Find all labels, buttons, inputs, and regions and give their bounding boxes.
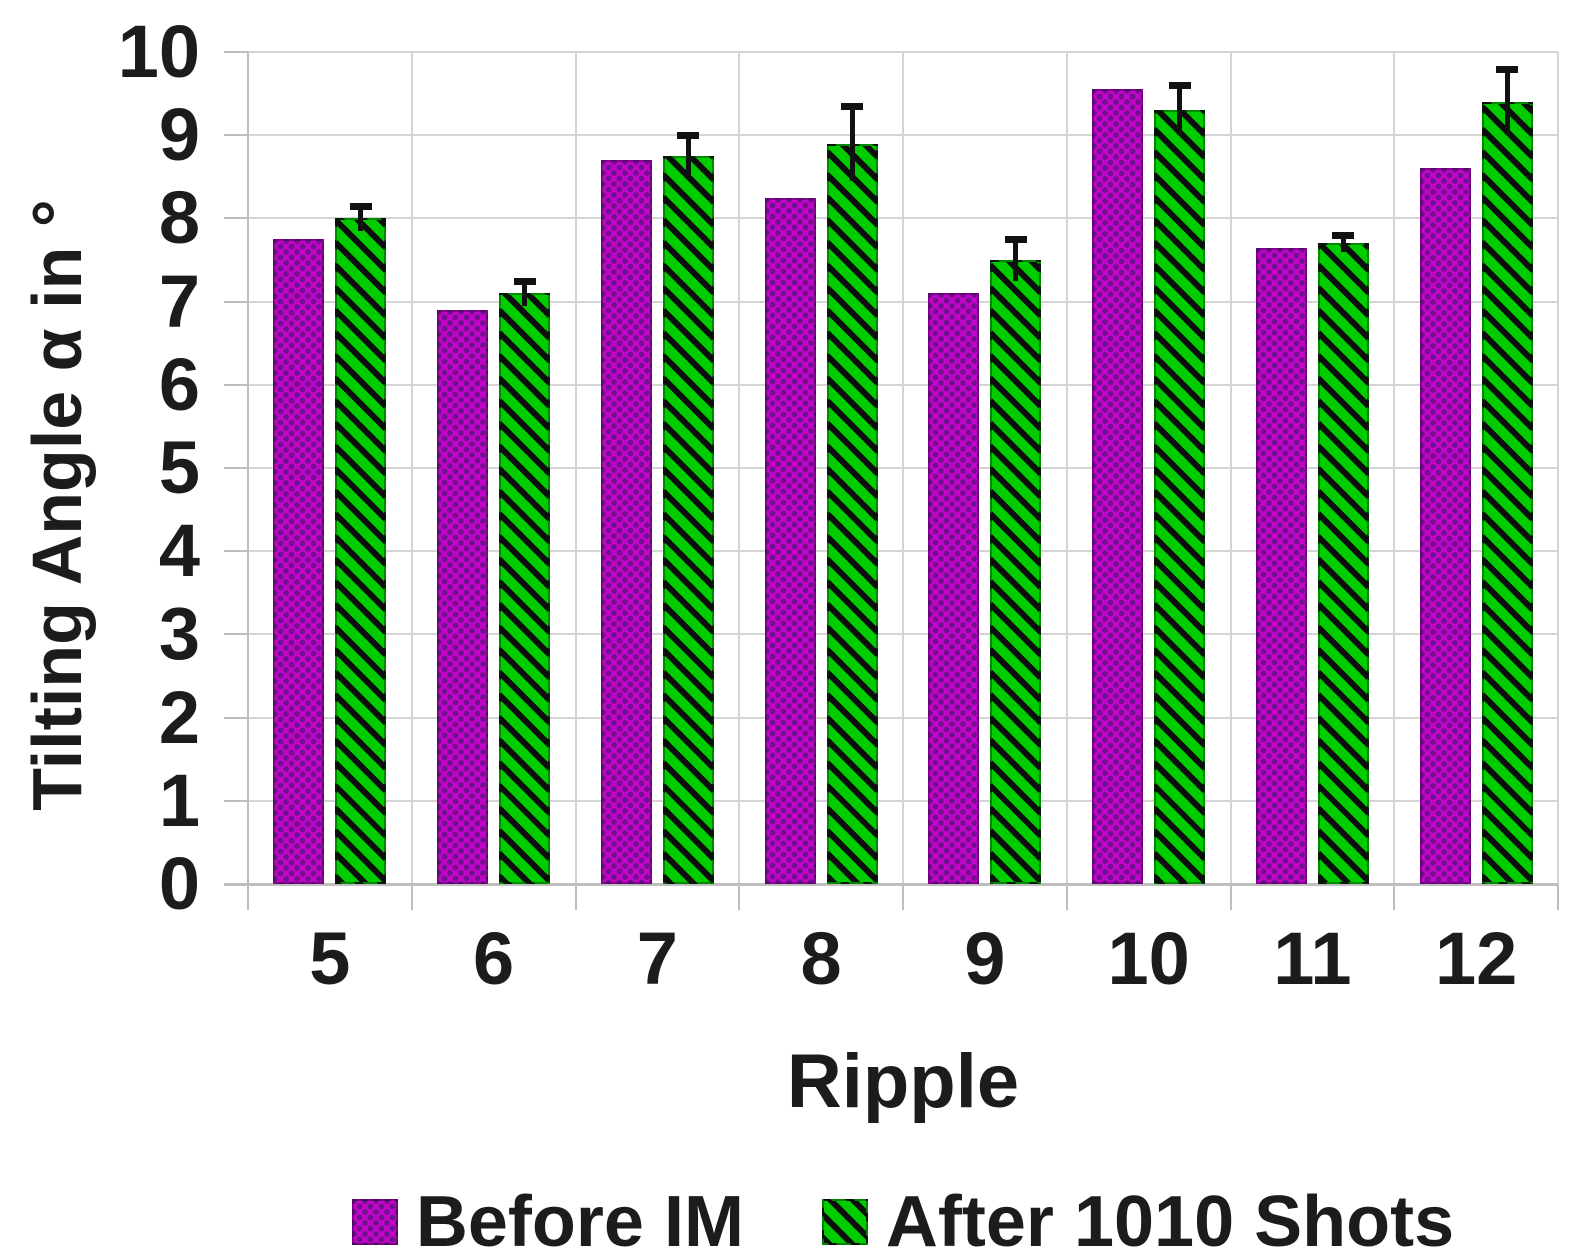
x-tick-label-12: 12 — [1434, 917, 1518, 1000]
x-tick-2 — [574, 884, 577, 910]
bar-after-7 — [662, 156, 714, 884]
bar-before-7 — [600, 160, 652, 884]
legend-label-after-shots: After 1010 Shots — [885, 1182, 1455, 1259]
y-axis-line — [247, 52, 249, 884]
y-axis-title: Tilting Angle α in ° — [18, 199, 96, 811]
x-tick-4 — [902, 884, 904, 910]
bar-before-10 — [1092, 89, 1144, 884]
bar-before-11 — [1255, 247, 1307, 884]
error-bar-9 — [1013, 239, 1019, 281]
bar-after-9 — [990, 260, 1042, 884]
bar-before-6 — [437, 309, 489, 884]
v-gridline-3 — [738, 52, 741, 884]
v-gridline-5 — [1065, 52, 1068, 884]
error-bar-cap-11 — [1332, 232, 1355, 240]
v-gridline-6 — [1229, 52, 1232, 884]
error-bar-7 — [685, 135, 691, 177]
bar-after-5 — [335, 218, 387, 884]
error-bar-12 — [1504, 68, 1510, 136]
bar-after-11 — [1317, 243, 1369, 884]
error-bar-cap-9 — [1004, 236, 1027, 244]
x-tick-7 — [1393, 884, 1396, 910]
bar-after-12 — [1481, 101, 1533, 884]
legend-swatch-after-shots — [821, 1199, 868, 1245]
error-bar-6 — [522, 280, 528, 306]
y-tick-3 — [224, 633, 248, 636]
bar-after-6 — [499, 293, 551, 884]
x-tick-6 — [1229, 884, 1232, 910]
legend-label-before-im: Before IM — [415, 1182, 744, 1259]
error-bar-8 — [849, 106, 855, 181]
x-tick-0 — [247, 884, 249, 910]
legend-item-after-shots: After 1010 Shots — [821, 1182, 1455, 1259]
x-tick-label-11: 11 — [1273, 917, 1352, 1000]
error-bar-cap-6 — [513, 277, 536, 285]
legend: Before IM After 1010 Shots — [248, 1186, 1558, 1258]
x-tick-label-5: 5 — [309, 917, 351, 1000]
bar-before-9 — [928, 293, 980, 884]
bar-before-12 — [1419, 168, 1471, 884]
x-axis-title: Ripple — [786, 1039, 1020, 1124]
v-gridline-2 — [574, 52, 577, 884]
error-bar-cap-7 — [677, 132, 700, 140]
x-tick-5 — [1065, 884, 1068, 910]
x-axis-line — [224, 883, 1558, 886]
x-tick-label-6: 6 — [473, 917, 515, 1000]
error-bar-11 — [1340, 235, 1346, 252]
y-tick-9 — [224, 134, 248, 137]
error-bar-cap-8 — [841, 103, 864, 111]
legend-item-before-im: Before IM — [351, 1182, 744, 1259]
x-tick-1 — [410, 884, 413, 910]
x-tick-8 — [1557, 884, 1559, 910]
x-tick-label-8: 8 — [800, 917, 842, 1000]
y-tick-10 — [224, 51, 248, 53]
v-gridline-7 — [1393, 52, 1396, 884]
error-bar-cap-12 — [1496, 65, 1519, 73]
bar-after-8 — [826, 143, 878, 884]
y-tick-5 — [224, 467, 248, 469]
bar-after-10 — [1154, 110, 1206, 884]
v-gridline-4 — [902, 52, 904, 884]
bar-before-5 — [273, 239, 325, 884]
y-tick-0 — [224, 883, 248, 885]
y-tick-2 — [224, 716, 248, 719]
v-gridline-8 — [1557, 52, 1559, 884]
y-tick-7 — [224, 300, 248, 303]
error-bar-10 — [1177, 85, 1183, 136]
x-tick-label-7: 7 — [636, 917, 678, 1000]
bar-before-8 — [764, 197, 816, 884]
error-bar-cap-10 — [1168, 82, 1191, 90]
y-tick-4 — [224, 550, 248, 553]
y-tick-1 — [224, 799, 248, 802]
x-tick-label-9: 9 — [964, 917, 1006, 1000]
y-tick-8 — [224, 217, 248, 220]
x-tick-label-10: 10 — [1107, 917, 1190, 1000]
error-bar-5 — [358, 205, 364, 231]
legend-swatch-before-im — [351, 1199, 398, 1245]
y-tick-6 — [224, 383, 248, 386]
x-tick-3 — [738, 884, 741, 910]
v-gridline-1 — [410, 52, 413, 884]
error-bar-cap-5 — [349, 202, 372, 210]
